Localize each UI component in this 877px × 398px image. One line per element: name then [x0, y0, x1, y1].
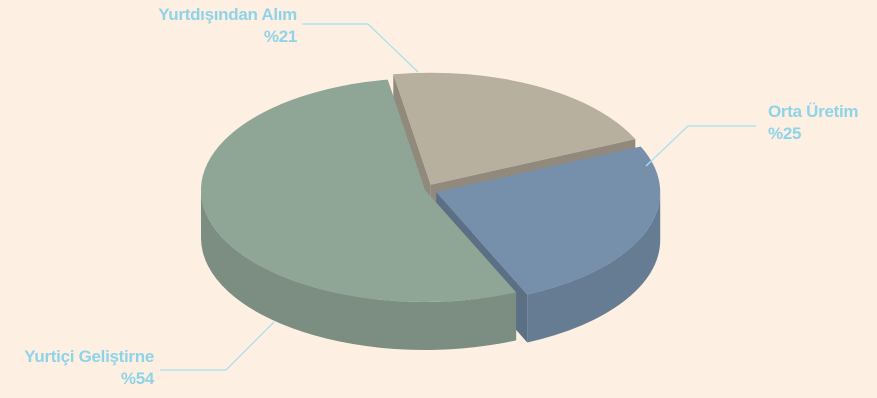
slice-top-0: [436, 146, 661, 295]
slice-side-0: [527, 192, 661, 343]
slice-top-2: [393, 72, 636, 185]
leader-line-orta-uretim: [645, 125, 756, 167]
label-yurtici-gelistirne: Yurtiçi Geliştirne %54: [24, 346, 154, 390]
leader-line-yurtici-gelistirne: [160, 321, 275, 371]
slice-percent-yurtdisindan-alim: %21: [263, 27, 297, 46]
slice-side-1: [201, 190, 517, 350]
slice-label-yurtdisindan-alim: Yurtdışından Alım: [158, 5, 297, 24]
slice-percent-yurtici-gelistirne: %54: [120, 369, 154, 388]
slice-label-orta-uretim: Orta Üretim: [768, 102, 859, 121]
leader-line-yurtdisindan-alim: [302, 23, 419, 73]
slice-percent-orta-uretim: %25: [768, 124, 802, 143]
slice-label-yurtici-gelistirne: Yurtiçi Geliştirne: [24, 347, 154, 366]
label-orta-uretim: Orta Üretim %25: [768, 101, 859, 145]
label-yurtdisindan-alim: Yurtdışından Alım %21: [158, 4, 297, 48]
slice-top-1: [200, 79, 517, 302]
